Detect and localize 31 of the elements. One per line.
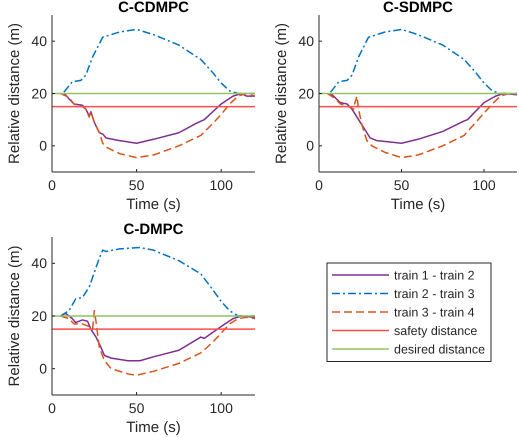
line-series [60,310,255,376]
x-axis-title: Time (s) [126,419,181,436]
y-tick-label: 0 [306,138,314,154]
y-tick-label: 40 [31,255,48,272]
chart-title: C-CDMPC [118,0,190,16]
y-tick-label: 40 [31,33,48,50]
y-tick-label: 20 [31,308,48,324]
legend-label: desired distance [394,342,486,356]
x-tick-label: 50 [128,177,145,193]
x-axis-title: Time (s) [126,196,181,213]
chart-title: C-DMPC [124,221,184,238]
y-axis-title: Relative distance (m) [6,23,23,164]
y-tick-label: 0 [39,138,48,154]
chart-title: C-SDMPC [383,0,454,16]
legend-label: safety distance [394,324,478,338]
x-tick-label: 50 [128,400,145,416]
x-tick-label: 100 [209,400,234,416]
y-axis-title: Relative distance (m) [273,23,290,164]
legend-label: train 1 - train 2 [394,268,475,282]
x-tick-label: 100 [209,177,234,193]
y-tick-label: 20 [298,85,314,102]
y-tick-label: 20 [31,85,48,102]
x-tick-label: 100 [472,177,496,193]
legend-label: train 3 - train 4 [394,305,475,320]
x-axis-title: Time (s) [390,196,446,213]
line-series [60,92,255,158]
legend-label: train 2 - train 3 [394,286,475,301]
y-axis-title: Relative distance (m) [6,246,23,386]
y-tick-label: 0 [39,360,48,377]
y-tick-label: 40 [298,33,314,50]
x-tick-label: 50 [394,177,410,193]
